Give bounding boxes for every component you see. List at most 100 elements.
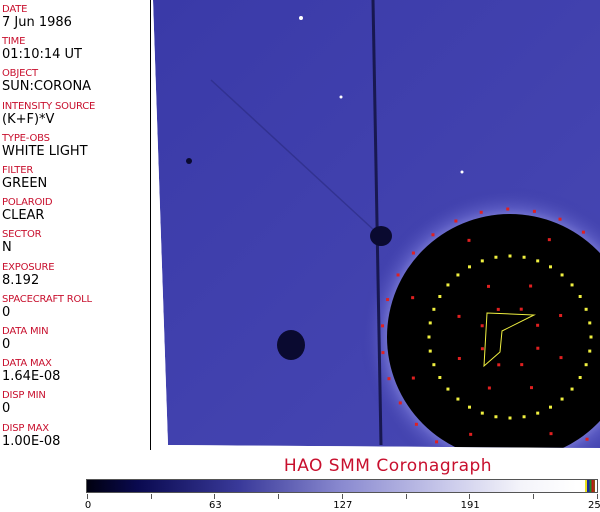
field-value: 0 (2, 337, 11, 352)
outer-ring-dot (396, 273, 400, 277)
field-label: DISP MAX (2, 422, 49, 434)
outer-ring-dot (381, 351, 385, 355)
outer-ring-dot (558, 217, 562, 221)
inner-ring-dot (560, 273, 564, 277)
field-label: SPACECRAFT ROLL (2, 293, 92, 305)
outer-ring-dot (581, 230, 585, 234)
inner-ring-dot (438, 376, 442, 379)
inner-ring-dot (480, 411, 484, 415)
radial-dot (547, 238, 551, 242)
field-value: WHITE LIGHT (2, 143, 88, 159)
field-spacecraft-roll: SPACECRAFT ROLL 0 (2, 294, 92, 320)
colorbar-tick (405, 494, 407, 499)
outer-ring-dot (386, 298, 390, 302)
field-value: 0 (2, 304, 11, 320)
colorbar-tick (150, 494, 152, 499)
inner-ring-dot (468, 265, 471, 269)
outer-ring-dot (398, 401, 402, 405)
colorbar-tick (214, 494, 216, 499)
outer-ring-dot (435, 440, 439, 444)
outer-ring-dot (506, 207, 510, 211)
outer-ring-dot (414, 422, 418, 426)
radial-dot (559, 356, 563, 360)
field-label: DATA MIN (2, 326, 49, 337)
inner-ring-dot (432, 307, 436, 311)
inner-ring-dot (578, 295, 582, 298)
inner-ring-dot (584, 307, 588, 311)
field-value: CLEAR (2, 208, 45, 224)
radial-dot (480, 324, 484, 328)
inner-ring-dot (584, 363, 588, 367)
inner-ring-dot (468, 405, 471, 409)
outer-ring-dot (411, 251, 415, 255)
field-value: 7 Jun 1986 (2, 15, 72, 30)
radial-dot (497, 363, 501, 367)
chart-title: HAO SMM Coronagraph (283, 456, 493, 476)
field-data-min: DATA MIN 0 (2, 326, 49, 352)
outer-ring-dot (431, 233, 435, 237)
colorbar-tick-label: 127 (333, 500, 353, 511)
field-polaroid: POLAROID CLEAR (2, 197, 53, 224)
colorbar-tick-label: 191 (460, 500, 480, 511)
inner-ring-dot (456, 273, 460, 277)
coronagraph-image (153, 0, 600, 448)
field-sector: SECTOR N (2, 229, 42, 255)
colorbar-tick (532, 494, 534, 499)
inner-ring-dot (549, 405, 552, 409)
inner-ring-dot (446, 387, 450, 391)
radial-dot (549, 432, 553, 436)
pylon-blob (370, 226, 392, 246)
inner-ring-dot (560, 397, 564, 401)
inner-ring-dot (480, 259, 484, 263)
field-value: (K+F)*V (2, 111, 55, 127)
colorbar-tick (341, 494, 343, 499)
inner-ring-dot (549, 265, 552, 269)
field-label: POLAROID (2, 197, 53, 209)
inner-ring-dot (508, 254, 512, 258)
field-value: 8.192 (2, 272, 40, 288)
outer-ring-dot (380, 324, 384, 328)
inner-ring-dot (570, 283, 574, 287)
colorbar-tick (469, 494, 471, 499)
radial-dot (411, 376, 415, 380)
field-label: OBJECT (2, 68, 38, 80)
inner-ring-dot (428, 321, 432, 325)
occulter-disk (387, 214, 600, 448)
inner-ring-dot (522, 415, 526, 419)
radial-dot (411, 296, 415, 300)
radial-dot (487, 386, 491, 390)
radial-dot (467, 238, 471, 242)
colorbar-tick-label: 0 (84, 500, 92, 511)
field-label: TIME (2, 36, 26, 48)
colorbar (86, 479, 598, 493)
radial-dot (559, 314, 563, 318)
radial-dot (536, 346, 540, 350)
field-label: INTENSITY SOURCE (2, 100, 96, 112)
inner-ring-dot (570, 387, 574, 391)
radial-dot (487, 284, 491, 288)
inner-ring-dot (428, 349, 432, 353)
field-time: TIME 01:10:14 UT (2, 36, 82, 62)
radial-dot (469, 432, 473, 436)
field-object: OBJECT SUN:CORONA (2, 68, 91, 94)
inner-ring-dot (427, 335, 431, 339)
colorbar-tick-label: 255 (588, 500, 600, 511)
field-disp-min: DISP MIN 0 (2, 390, 46, 416)
occulter-pylon (371, 0, 383, 446)
field-intensity-source: INTENSITY SOURCE (K+F)*V (2, 101, 95, 127)
inner-ring-dot (589, 335, 593, 339)
field-value: SUN:CORONA (2, 79, 92, 95)
outer-ring-dot (387, 377, 391, 381)
radial-dot (529, 386, 533, 390)
inner-ring-dot (508, 416, 512, 420)
colorbar-tick (87, 494, 88, 499)
inner-ring-dot (456, 397, 460, 401)
colorbar-tick (278, 494, 280, 499)
radial-dot (457, 356, 461, 360)
field-filter: FILTER GREEN (2, 165, 47, 191)
colorbar-overlay-colors (585, 480, 595, 492)
field-value: 1.00E-08 (2, 433, 61, 449)
dust-spot (277, 330, 305, 360)
field-label: EXPOSURE (2, 261, 55, 273)
inner-ring-dot (578, 376, 582, 379)
